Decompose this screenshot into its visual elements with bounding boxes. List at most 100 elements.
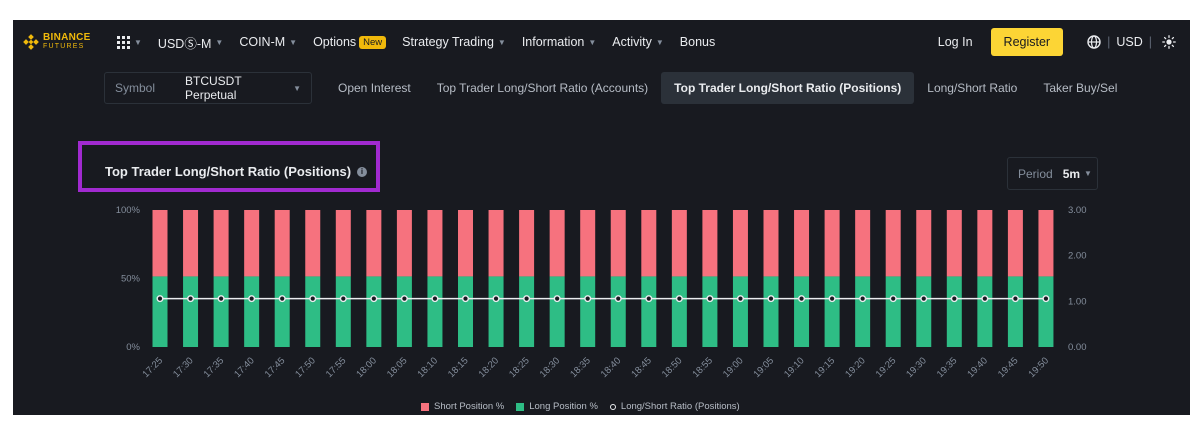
tab-top-trader-accounts[interactable]: Top Trader Long/Short Ratio (Accounts) xyxy=(436,81,649,95)
ratio-point xyxy=(950,295,958,303)
nav-usdm[interactable]: USDⓈ-M ▼ xyxy=(158,33,223,52)
y-right-tick-label: 0.00 xyxy=(1068,342,1087,353)
ratio-point xyxy=(736,295,744,303)
x-tick-label: 18:50 xyxy=(660,355,685,380)
bar-long xyxy=(549,276,565,347)
tab-top-trader-positions[interactable]: Top Trader Long/Short Ratio (Positions) xyxy=(661,72,915,104)
ratio-point xyxy=(248,295,256,303)
bar-long xyxy=(580,276,596,347)
bar-short xyxy=(519,210,535,277)
login-link[interactable]: Log In xyxy=(937,35,973,49)
globe-icon[interactable] xyxy=(1087,35,1101,49)
nav-information[interactable]: Information ▼ xyxy=(522,35,596,49)
bar-short xyxy=(885,210,901,277)
chart-area: 0% 50% 100% 0.00 1.00 2.00 3.00 17:25 17:30 17:35… xyxy=(116,205,1087,380)
ratio-point xyxy=(462,295,470,303)
legend-swatch-short xyxy=(421,402,429,411)
bar-short xyxy=(488,210,504,277)
symbol-select[interactable]: Symbol BTCUSDT Perpetual ▼ xyxy=(104,72,312,104)
bar-long xyxy=(519,276,535,347)
nav-options[interactable]: Options New xyxy=(313,35,387,49)
y-right-tick-label: 2.00 xyxy=(1068,251,1087,262)
chart-title-text: Top Trader Long/Short Ratio (Positions) xyxy=(105,164,352,179)
bar-long xyxy=(763,276,779,347)
bar-long xyxy=(610,276,626,347)
tab-open-interest[interactable]: Open Interest xyxy=(338,81,411,95)
binance-logo-icon xyxy=(23,34,39,50)
nav-activity[interactable]: Activity ▼ xyxy=(612,35,664,49)
bar-long xyxy=(916,276,932,347)
x-tick-label: 19:45 xyxy=(996,355,1021,380)
ratio-point xyxy=(370,295,378,303)
nav-strategy-trading[interactable]: Strategy Trading ▼ xyxy=(402,35,506,49)
bar-short xyxy=(671,210,687,277)
ratio-point xyxy=(614,295,622,303)
bar-short xyxy=(824,210,840,277)
bar-long xyxy=(305,276,321,347)
legend-marker-ratio xyxy=(609,403,616,410)
x-tick-label: 18:15 xyxy=(446,355,471,380)
x-tick-label: 19:15 xyxy=(813,355,838,380)
ratio-point xyxy=(645,295,653,303)
ratio-point xyxy=(523,295,531,303)
ratio-point xyxy=(217,295,225,303)
chevron-down-icon: ▼ xyxy=(655,37,664,47)
bar-short xyxy=(549,210,565,277)
legend-item-ratio[interactable]: Long/Short Ratio (Positions) xyxy=(609,401,740,412)
ratio-point xyxy=(981,295,989,303)
y-left-tick-label: 0% xyxy=(126,342,140,353)
brand-logo[interactable]: BINANCE FUTURES xyxy=(23,33,107,51)
x-tick-label: 18:45 xyxy=(629,355,654,380)
ratio-point xyxy=(400,295,408,303)
bar-long xyxy=(183,276,199,347)
register-button[interactable]: Register xyxy=(990,28,1064,56)
x-tick-label: 18:35 xyxy=(568,355,593,380)
bar-long xyxy=(977,276,993,347)
ratio-point xyxy=(1042,295,1050,303)
x-tick-label: 19:05 xyxy=(752,355,777,380)
x-tick-label: 17:50 xyxy=(293,355,318,380)
nav-separator: | xyxy=(1107,35,1111,49)
legend-label: Long Position % xyxy=(529,401,598,412)
theme-toggle-icon[interactable] xyxy=(1162,35,1176,49)
nav-item-label: Options xyxy=(313,35,357,49)
nav-item-label: Bonus xyxy=(679,35,716,49)
nav-coinm[interactable]: COIN-M ▼ xyxy=(239,35,297,49)
y-left-tick-label: 100% xyxy=(116,205,141,216)
x-tick-label: 17:30 xyxy=(171,355,196,380)
bar-short xyxy=(427,210,443,277)
tab-taker-buy-sell[interactable]: Taker Buy/Sel xyxy=(1043,81,1118,95)
x-tick-label: 18:05 xyxy=(385,355,410,380)
bar-short xyxy=(152,210,168,277)
ratio-point xyxy=(767,295,775,303)
period-select[interactable]: Period 5m ▼ xyxy=(1007,157,1098,190)
symbol-label: Symbol xyxy=(115,81,156,95)
top-nav: BINANCE FUTURES ▼ USDⓈ-M ▼ COIN-M ▼ Opti… xyxy=(13,20,1190,64)
ratio-point xyxy=(553,295,561,303)
info-icon[interactable]: i xyxy=(357,166,368,177)
nav-bonus[interactable]: Bonus xyxy=(680,35,715,49)
legend-item-short[interactable]: Short Position % xyxy=(421,401,504,412)
x-tick-label: 17:25 xyxy=(141,355,166,380)
chevron-down-icon: ▼ xyxy=(289,37,298,47)
tab-long-short-ratio[interactable]: Long/Short Ratio xyxy=(927,81,1018,95)
x-tick-label: 18:30 xyxy=(538,355,563,380)
bar-short xyxy=(1007,210,1023,277)
period-label: Period xyxy=(1018,166,1053,181)
ratio-point xyxy=(187,295,195,303)
chevron-down-icon: ▼ xyxy=(497,37,506,47)
x-tick-label: 17:35 xyxy=(202,355,227,380)
apps-menu-button[interactable]: ▼ xyxy=(117,35,142,49)
bar-short xyxy=(855,210,871,277)
period-value: 5m xyxy=(1062,166,1081,181)
bar-short xyxy=(1038,210,1054,277)
bar-short xyxy=(305,210,321,277)
x-tick-label: 18:10 xyxy=(415,355,440,380)
legend-item-long[interactable]: Long Position % xyxy=(516,401,598,412)
currency-selector[interactable]: USD xyxy=(1116,35,1143,49)
bar-long xyxy=(396,276,412,347)
chevron-down-icon: ▼ xyxy=(134,37,142,47)
bar-short xyxy=(183,210,199,277)
x-tick-label: 19:10 xyxy=(782,355,807,380)
x-tick-label: 18:55 xyxy=(690,355,715,380)
